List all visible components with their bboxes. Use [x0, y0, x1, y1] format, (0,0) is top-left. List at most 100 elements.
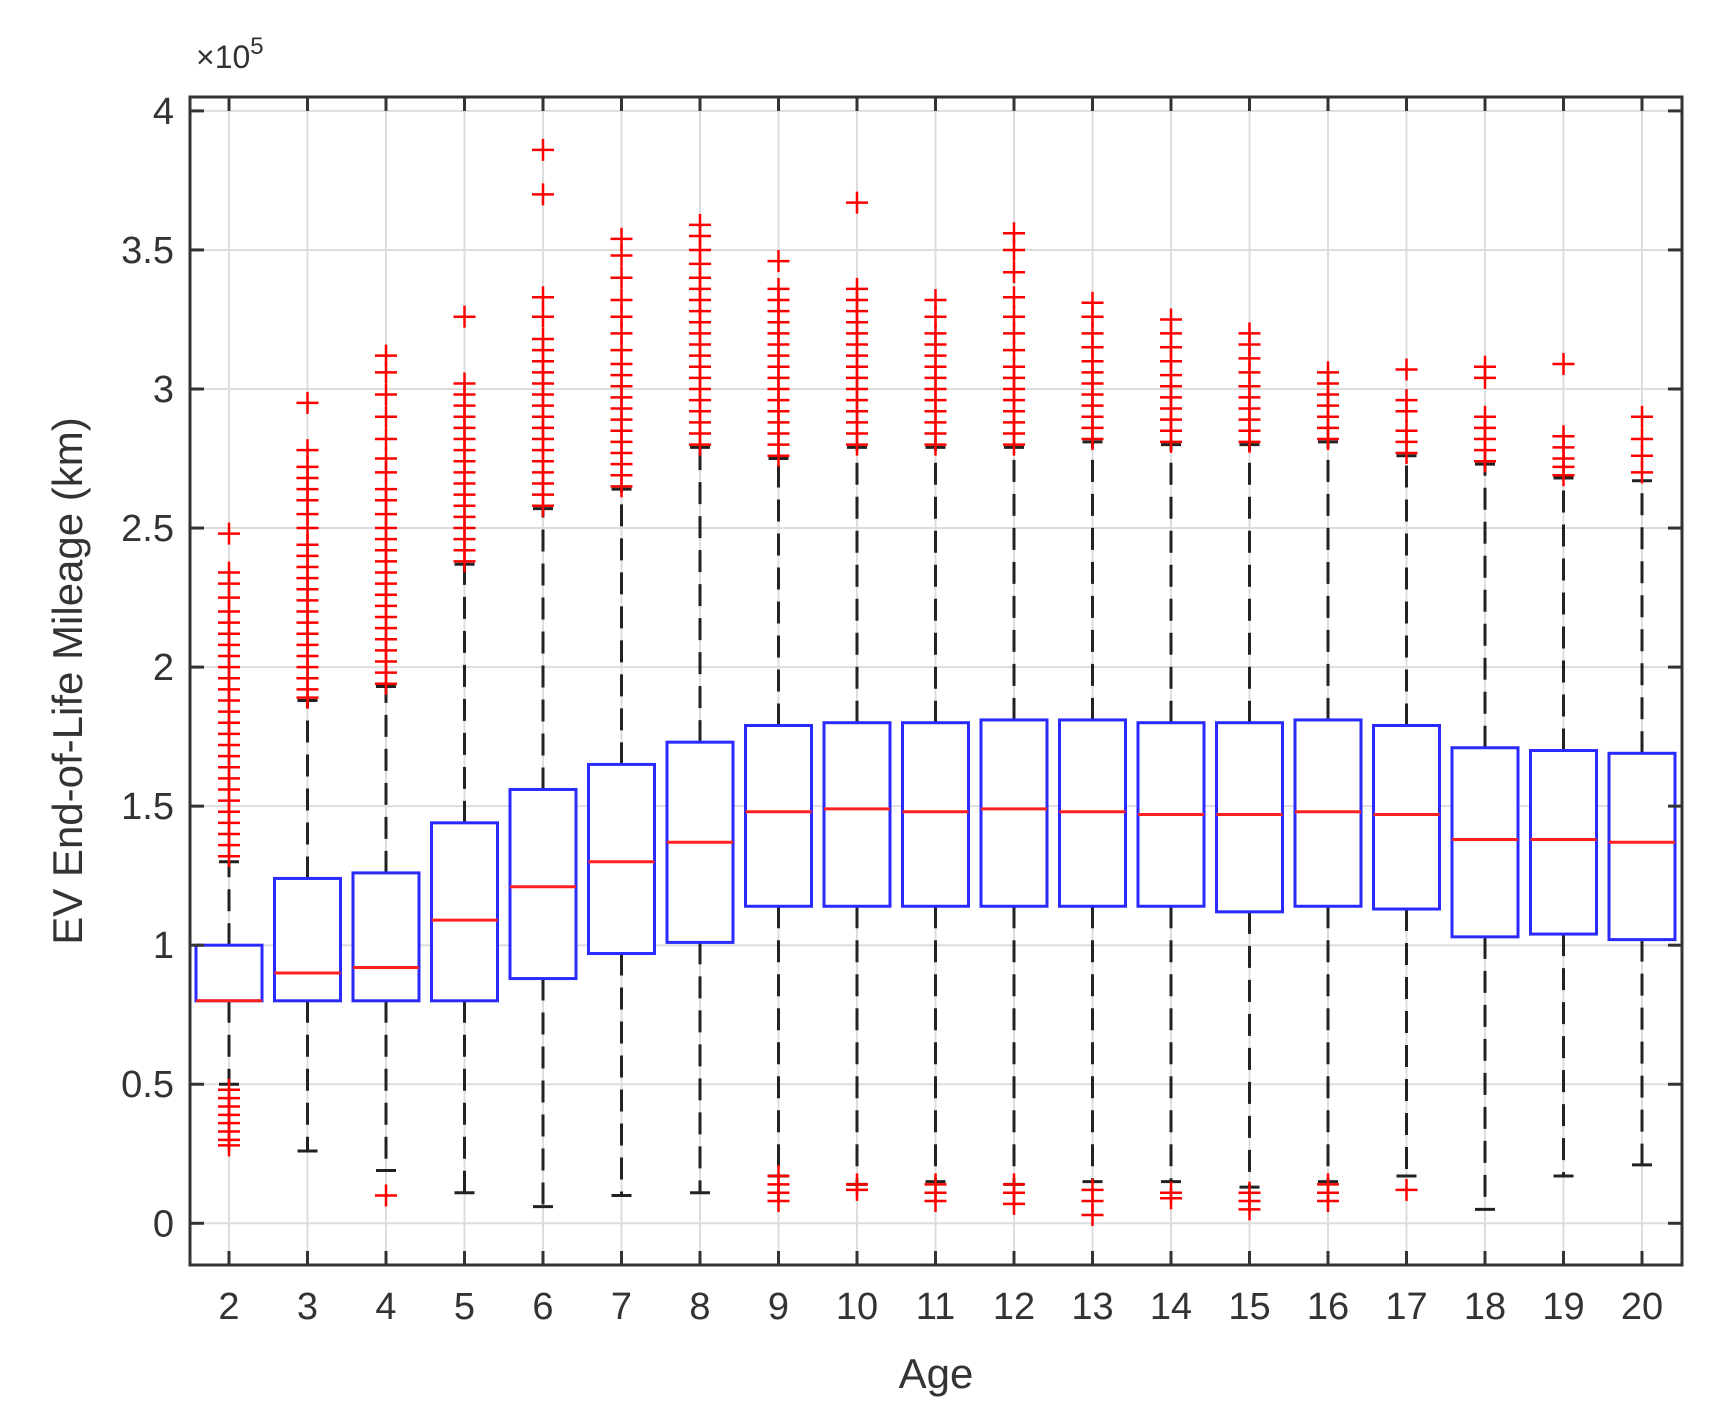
box-layer: [194, 718, 1677, 1003]
outlier-marker: [1395, 1178, 1418, 1201]
x-tick-label: 18: [1464, 1286, 1506, 1328]
outlier-marker: [1317, 1173, 1339, 1196]
outlier-marker: [296, 391, 319, 414]
outlier-layer: [218, 138, 1653, 1226]
outlier-marker: [375, 1184, 397, 1207]
outlier-marker: [1081, 1178, 1104, 1201]
outlier-marker: [218, 522, 240, 545]
iqr-box: [430, 821, 499, 1003]
x-tick-label: 15: [1228, 1286, 1270, 1328]
x-tick-label: 19: [1542, 1286, 1584, 1328]
y-tick-label: 2: [153, 647, 174, 689]
iqr-box: [744, 723, 813, 908]
outlier-marker: [610, 227, 633, 250]
x-tick-label: 11: [916, 1286, 955, 1328]
x-tick-label: 5: [454, 1286, 475, 1328]
outlier-marker: [375, 344, 397, 367]
x-tick-label: 10: [836, 1286, 878, 1328]
x-tick-label: 12: [993, 1286, 1035, 1328]
y-axis-title: EV End-of-Life Mileage (km): [44, 417, 91, 945]
outlier-marker: [1395, 358, 1418, 381]
outlier-marker: [375, 447, 397, 470]
outlier-marker: [767, 1165, 790, 1188]
outlier-marker: [218, 1078, 240, 1101]
outlier-marker: [924, 1173, 947, 1196]
iqr-box: [273, 876, 342, 1003]
y-tick-label: 0: [153, 1203, 174, 1245]
y-tick-label: 2.5: [121, 508, 174, 550]
x-tick-label: 6: [532, 1286, 553, 1328]
outlier-marker: [1317, 361, 1339, 384]
iqr-box: [1529, 749, 1598, 936]
outlier-marker: [1003, 222, 1025, 245]
x-tick-label: 7: [611, 1286, 632, 1328]
y-tick-label: 1.5: [121, 786, 174, 828]
x-tick-label: 4: [375, 1286, 396, 1328]
whisker-layer: [219, 440, 1652, 1211]
y-tick-label: 3: [153, 369, 174, 411]
outlier-marker: [218, 561, 240, 584]
outlier-marker: [375, 383, 397, 406]
y-tick-label: 4: [153, 91, 174, 133]
outlier-marker: [1552, 425, 1575, 448]
iqr-box: [194, 943, 264, 1003]
y-exponent-label: ×105: [196, 33, 264, 75]
outlier-marker: [1160, 1181, 1182, 1204]
outlier-marker: [1395, 419, 1418, 442]
iqr-box: [587, 762, 656, 956]
outlier-marker: [1552, 352, 1575, 375]
y-exponent-power: 5: [250, 33, 263, 60]
x-tick-label: 14: [1150, 1286, 1192, 1328]
y-tick-label: 1: [153, 925, 174, 967]
outlier-marker: [610, 266, 633, 289]
x-tick-label: 8: [689, 1286, 710, 1328]
iqr-box: [822, 721, 892, 908]
x-tick-label: 9: [768, 1286, 789, 1328]
outlier-marker: [1631, 428, 1653, 451]
x-tick-label: 17: [1385, 1286, 1427, 1328]
outlier-marker: [610, 289, 633, 312]
iqr-box: [901, 721, 970, 908]
outlier-marker: [532, 183, 554, 206]
outlier-marker: [296, 439, 319, 462]
outlier-marker: [1631, 405, 1653, 428]
iqr-box: [1372, 723, 1441, 911]
outlier-marker: [1238, 322, 1261, 345]
x-axis-title: Age: [899, 1350, 974, 1397]
y-tick-label: 0.5: [121, 1064, 174, 1106]
outlier-marker: [846, 1173, 868, 1196]
outlier-marker: [532, 286, 554, 309]
outlier-marker: [689, 213, 711, 236]
iqr-box: [351, 871, 421, 1003]
tick-layer: [190, 97, 1682, 1265]
outlier-marker: [767, 277, 790, 300]
outlier-marker: [1003, 261, 1025, 284]
y-tick-label: 3.5: [121, 230, 174, 272]
outlier-marker: [1003, 305, 1025, 328]
label-layer: 0 0.5 1 1.5 2 2.5 3 3.5 4 2 3 4 5 6 7 8 9 10 11 12 13 14 15 16 1…: [121, 91, 1663, 1328]
iqr-box: [979, 718, 1049, 908]
outlier-marker: [532, 327, 554, 350]
outlier-marker: [375, 428, 397, 451]
outlier-marker: [1395, 389, 1418, 412]
x-tick-label: 2: [218, 1286, 239, 1328]
outlier-marker: [1474, 355, 1496, 378]
outlier-marker: [1081, 291, 1104, 314]
iqr-box: [1215, 721, 1284, 914]
x-tick-label: 20: [1621, 1286, 1663, 1328]
outlier-marker: [924, 289, 947, 312]
x-tick-label: 13: [1071, 1286, 1113, 1328]
outlier-marker: [453, 372, 476, 395]
outlier-marker: [1160, 308, 1182, 331]
outlier-marker: [1003, 1173, 1025, 1196]
iqr-box: [1450, 746, 1520, 939]
outlier-marker: [846, 191, 868, 214]
outlier-marker: [767, 250, 790, 273]
outlier-marker: [453, 305, 476, 328]
outlier-marker: [846, 277, 868, 300]
outlier-marker: [375, 405, 397, 428]
iqr-box: [508, 787, 578, 981]
outlier-marker: [1474, 405, 1496, 428]
iqr-box: [1607, 751, 1677, 942]
